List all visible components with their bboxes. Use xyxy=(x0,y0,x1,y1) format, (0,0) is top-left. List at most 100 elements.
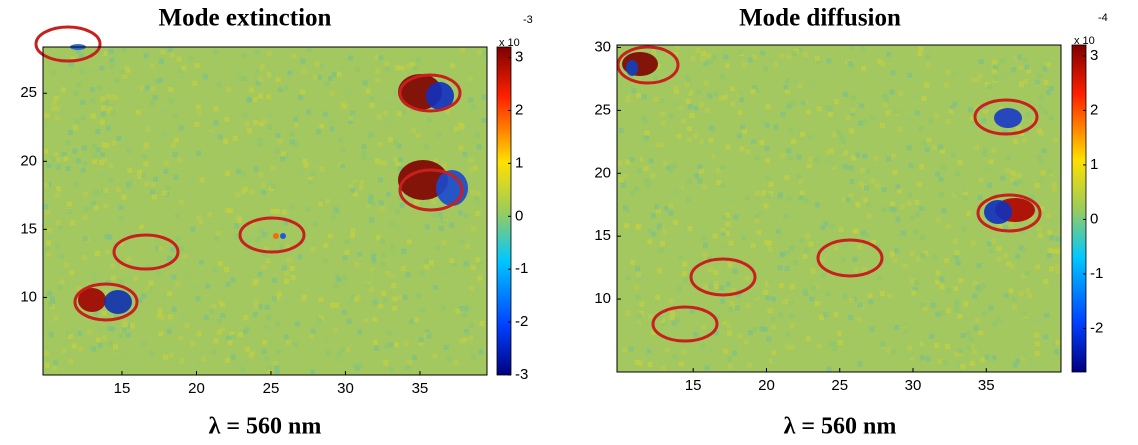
heatmap-cell xyxy=(342,255,348,261)
heatmap-cell xyxy=(720,183,726,189)
heatmap-cell xyxy=(1022,311,1028,317)
heatmap-cell xyxy=(925,356,931,362)
heatmap-cell xyxy=(1038,158,1044,164)
heatmap-cell xyxy=(1017,179,1023,185)
heatmap-cell xyxy=(958,278,964,284)
heatmap-cell xyxy=(1021,137,1027,143)
heatmap-cell xyxy=(181,314,187,320)
plot-frame xyxy=(616,44,1062,373)
heatmap-cell xyxy=(703,60,709,66)
heatmap-cell xyxy=(101,142,107,148)
heatmap-cell xyxy=(708,267,714,273)
heatmap-cell xyxy=(291,53,297,59)
heatmap-cell xyxy=(1003,225,1009,231)
heatmap-cell xyxy=(1018,291,1024,297)
heatmap-cell xyxy=(785,344,791,350)
heatmap-cell xyxy=(771,357,777,363)
heatmap-cell xyxy=(59,279,65,285)
heatmap-cell xyxy=(331,214,337,220)
heatmap-cell xyxy=(832,164,838,170)
heatmap-cell xyxy=(432,158,438,164)
heatmap-cell xyxy=(1055,339,1061,345)
heatmap-cell xyxy=(357,329,363,335)
heatmap-cell xyxy=(886,51,892,57)
heatmap-cell xyxy=(329,126,335,132)
heatmap-cell xyxy=(790,100,796,106)
heatmap-cell xyxy=(257,141,263,147)
heatmap-cell xyxy=(435,245,441,251)
heatmap-cell xyxy=(635,295,641,301)
heatmap-cell xyxy=(260,182,266,188)
heatmap-cell xyxy=(123,322,129,328)
heatmap-cell xyxy=(300,58,306,64)
heatmap-cell xyxy=(170,81,176,87)
heatmap-cell xyxy=(292,360,298,366)
heatmap-cell xyxy=(253,166,259,172)
heatmap-cell xyxy=(648,158,654,164)
heatmap-cell xyxy=(112,52,118,58)
heatmap-cell xyxy=(102,157,108,163)
heatmap-cell xyxy=(61,348,67,354)
heatmap-cell xyxy=(478,349,484,355)
heatmap-cell xyxy=(1049,235,1055,241)
heatmap-cell xyxy=(331,210,337,216)
heatmap-cell xyxy=(457,210,463,216)
heatmap-cell xyxy=(57,225,63,231)
heatmap-cell xyxy=(462,151,468,157)
heatmap-cell xyxy=(54,115,60,121)
heatmap-cell xyxy=(671,163,677,169)
heatmap-cell xyxy=(967,107,973,113)
heatmap-cell xyxy=(754,218,760,224)
heatmap-cell xyxy=(683,228,689,234)
heatmap-cell xyxy=(796,154,802,160)
heatmap-cell xyxy=(771,350,777,356)
heatmap-cell xyxy=(312,74,318,80)
heatmap-cell xyxy=(424,258,430,264)
heatmap-cell xyxy=(367,156,373,162)
heatmap-cell xyxy=(168,352,174,358)
heatmap-cell xyxy=(941,208,947,214)
heatmap-cell xyxy=(258,228,264,234)
heatmap-cell xyxy=(398,195,404,201)
heatmap-cell xyxy=(944,258,950,264)
colorbar-tick-label: 2 xyxy=(515,101,523,118)
heatmap-cell xyxy=(1016,54,1022,60)
heatmap-cell xyxy=(886,245,892,251)
heatmap-cell xyxy=(950,152,956,158)
heatmap-cell xyxy=(694,257,700,263)
heatmap-cell xyxy=(213,236,219,242)
heatmap-cell xyxy=(842,164,848,170)
heatmap-cell xyxy=(752,327,758,333)
heatmap-cell xyxy=(399,202,405,208)
heatmap-spot xyxy=(994,108,1022,128)
heatmap-cell xyxy=(754,197,760,203)
heatmap-cell xyxy=(635,265,641,271)
heatmap-cell xyxy=(851,204,857,210)
heatmap-cell xyxy=(1046,62,1052,68)
heatmap-cell xyxy=(779,283,785,289)
heatmap-cell xyxy=(114,312,120,318)
heatmap-cell xyxy=(681,271,687,277)
heatmap-cell xyxy=(896,160,902,166)
heatmap-cell xyxy=(130,323,136,329)
heatmap-cell xyxy=(762,326,768,332)
heatmap-cell xyxy=(777,192,783,198)
heatmap-cell xyxy=(477,252,483,258)
heatmap-cell xyxy=(784,175,790,181)
heatmap-cell xyxy=(919,253,925,259)
heatmap-cell xyxy=(722,94,728,100)
heatmap-cell xyxy=(833,99,839,105)
heatmap-cell xyxy=(685,197,691,203)
heatmap-cell xyxy=(952,101,958,107)
heatmap-cell xyxy=(253,73,259,79)
heatmap-cell xyxy=(406,239,412,245)
heatmap-cell xyxy=(244,346,250,352)
heatmap-cell xyxy=(236,71,242,77)
heatmap-cell xyxy=(689,308,695,314)
heatmap-cell xyxy=(796,129,802,135)
heatmap-cell xyxy=(778,60,784,66)
heatmap-cell xyxy=(725,144,731,150)
heatmap-cell xyxy=(908,163,914,169)
heatmap-cell xyxy=(391,250,397,256)
heatmap-cell xyxy=(654,204,660,210)
